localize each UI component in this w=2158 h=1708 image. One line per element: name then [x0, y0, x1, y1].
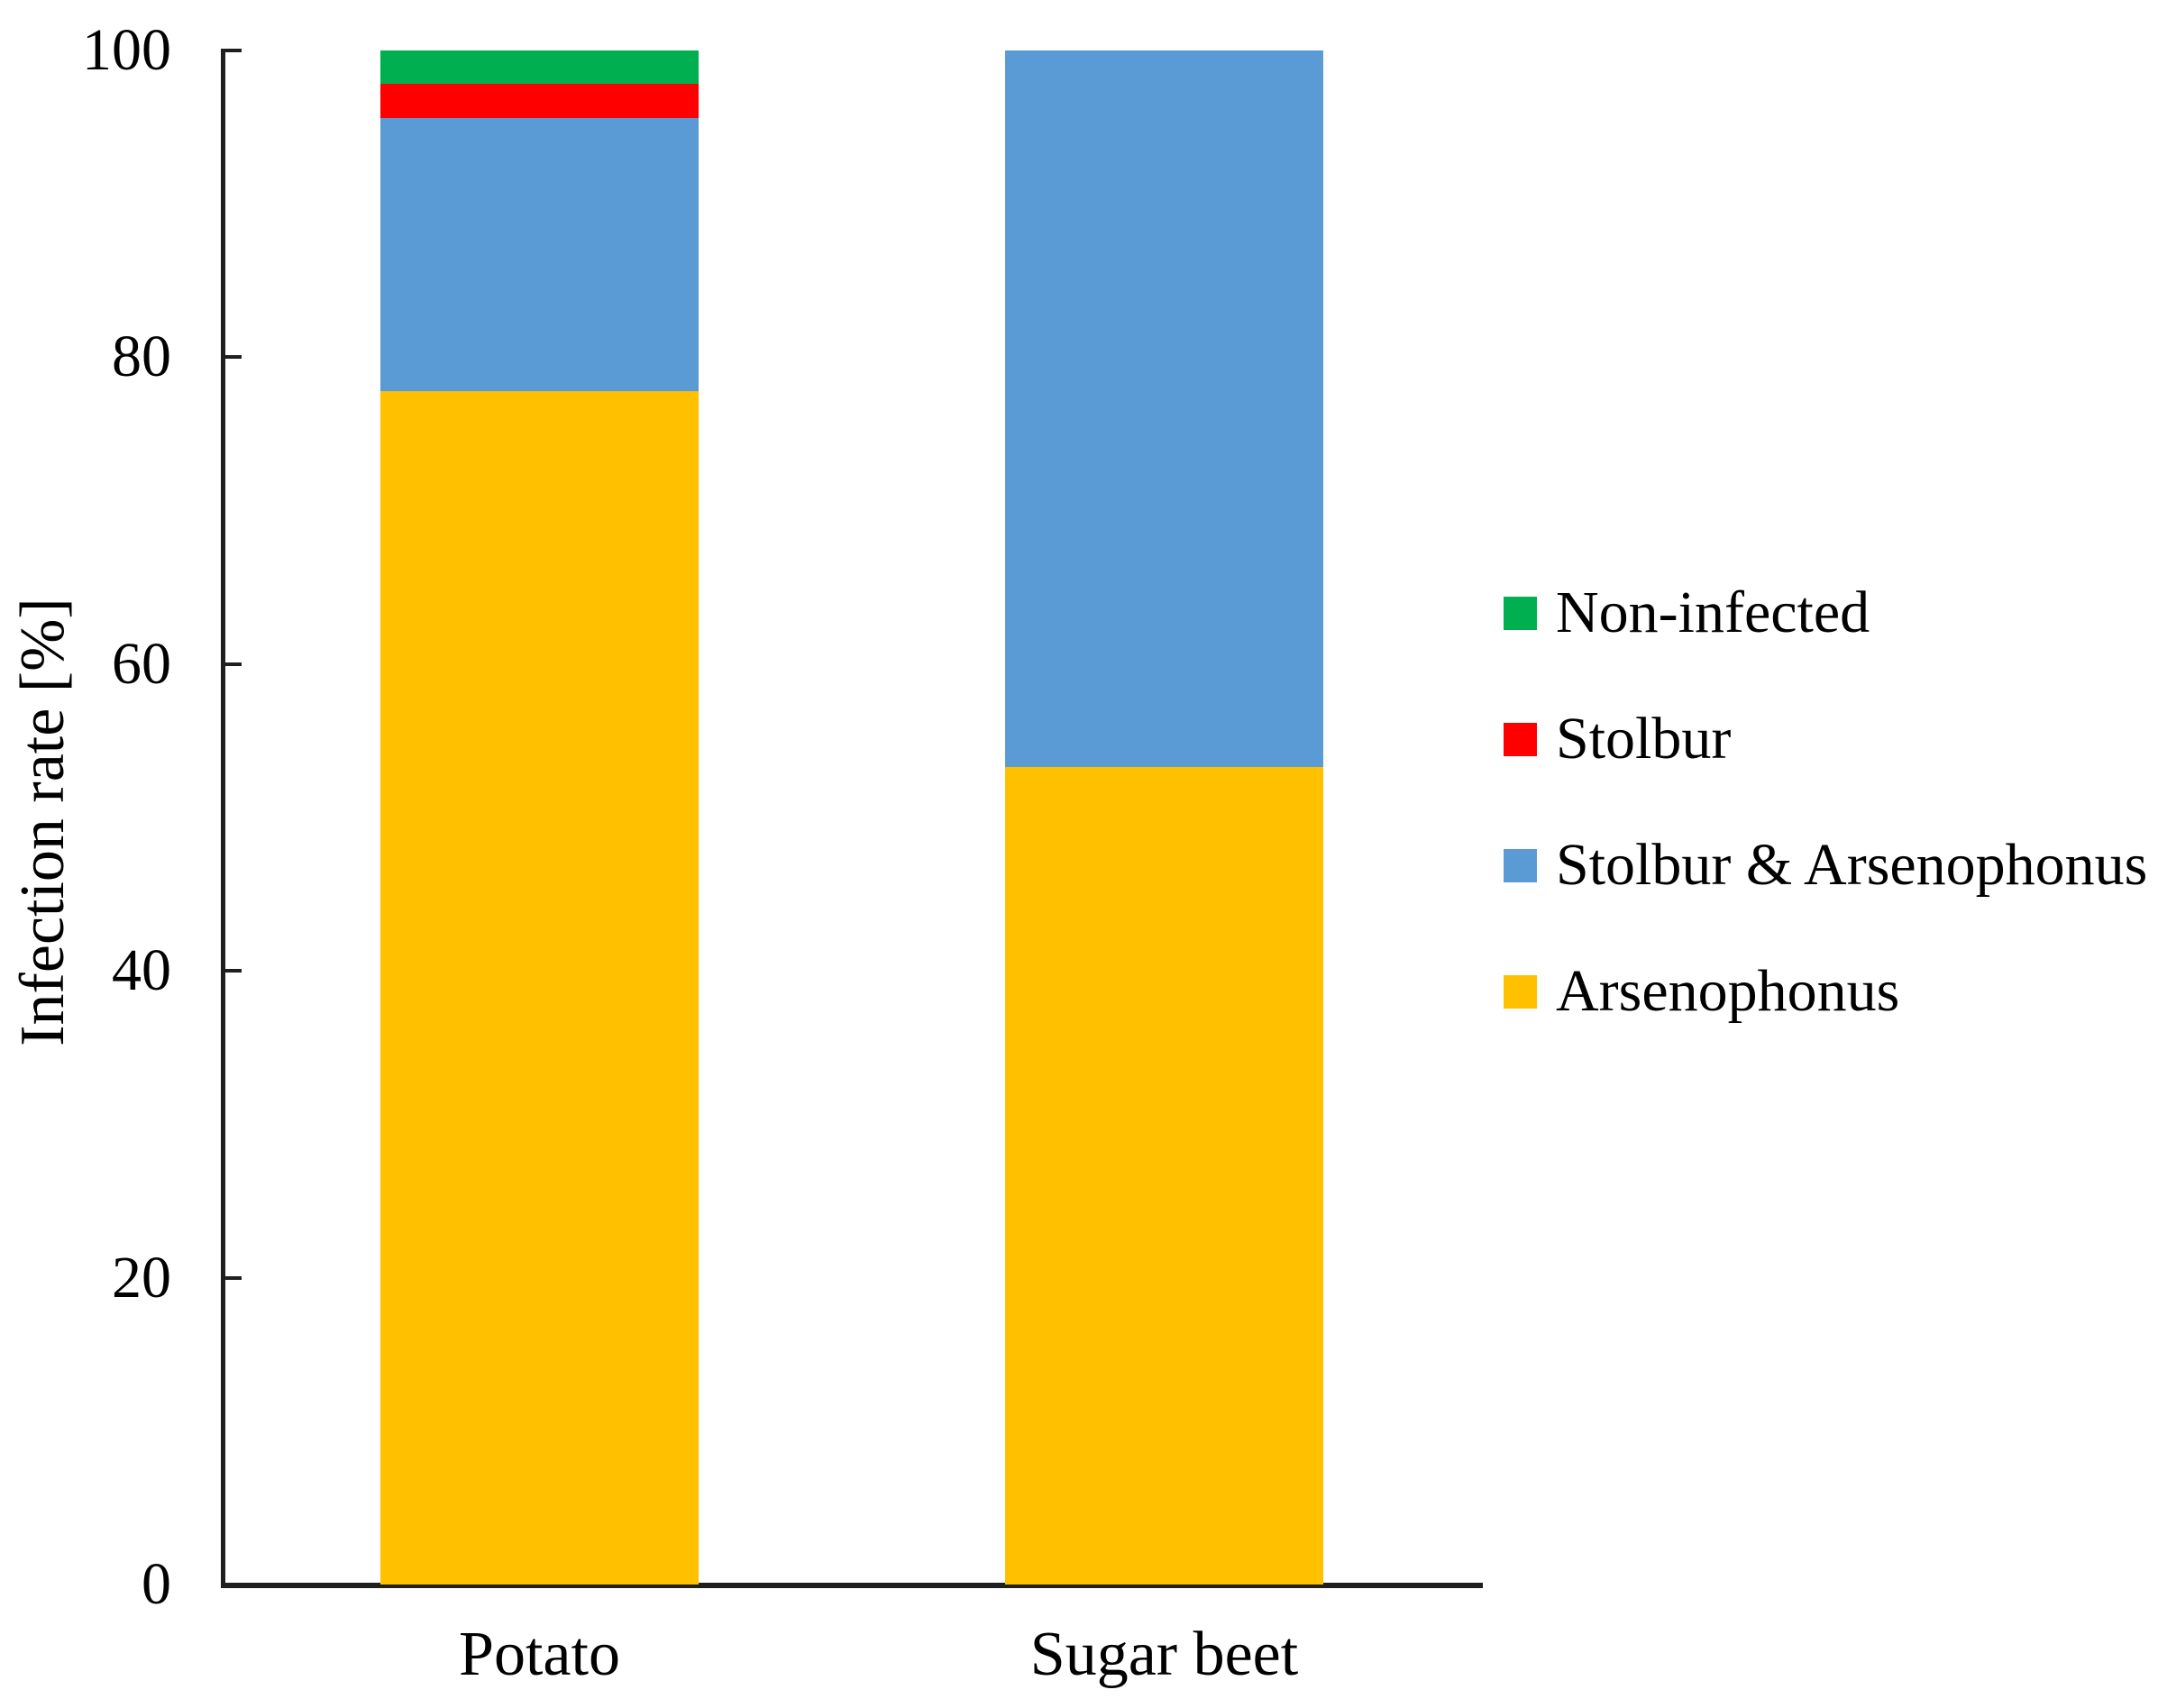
legend-label-stolbur-arsenophonus: Stolbur & Arsenophonus — [1556, 832, 2148, 898]
y-tick-100 — [225, 49, 242, 52]
bar-segment-sugar-beet-stolbur-arsenophonus — [1005, 50, 1323, 767]
y-tick-label-20: 20 — [112, 1244, 171, 1311]
bar-segment-potato-stolbur-arsenophonus — [380, 117, 699, 391]
y-tick-40 — [225, 969, 242, 973]
x-axis-line — [221, 1583, 1483, 1588]
y-tick-20 — [225, 1275, 242, 1280]
x-category-label-sugar-beet: Sugar beet — [1029, 1620, 1299, 1689]
y-tick-60 — [225, 662, 242, 666]
y-tick-label-0: 0 — [142, 1551, 171, 1617]
x-category-label-potato: Potato — [459, 1620, 620, 1689]
y-tick-label-80: 80 — [112, 324, 171, 390]
legend-swatch-arsenophonus — [1504, 974, 1537, 1009]
y-tick-label-100: 100 — [82, 17, 171, 83]
y-tick-label-60: 60 — [112, 630, 171, 697]
legend-item-non-infected: Non-infected — [1504, 568, 1870, 658]
legend-swatch-non-infected — [1504, 596, 1537, 630]
legend-swatch-stolbur-arsenophonus — [1504, 848, 1537, 882]
legend-item-stolbur: Stolbur — [1504, 694, 1731, 784]
y-tick-80 — [225, 355, 242, 360]
legend-item-stolbur-arsenophonus: Stolbur & Arsenophonus — [1504, 820, 2147, 910]
bar-segment-potato-stolbur — [380, 84, 699, 118]
legend-label-non-infected: Non-infected — [1556, 580, 1870, 645]
legend-label-arsenophonus: Arsenophonus — [1556, 958, 1900, 1024]
y-tick-0 — [225, 1583, 242, 1586]
bar-segment-potato-non-infected — [380, 50, 699, 85]
legend-label-stolbur: Stolbur — [1556, 706, 1732, 772]
bar-segment-potato-arsenophonus — [380, 390, 699, 1585]
legend-swatch-stolbur — [1504, 722, 1537, 756]
y-axis-line — [221, 49, 225, 1586]
legend-item-arsenophonus: Arsenophonus — [1504, 946, 1899, 1037]
y-tick-label-40: 40 — [112, 937, 171, 1004]
bar-segment-sugar-beet-arsenophonus — [1005, 766, 1323, 1585]
